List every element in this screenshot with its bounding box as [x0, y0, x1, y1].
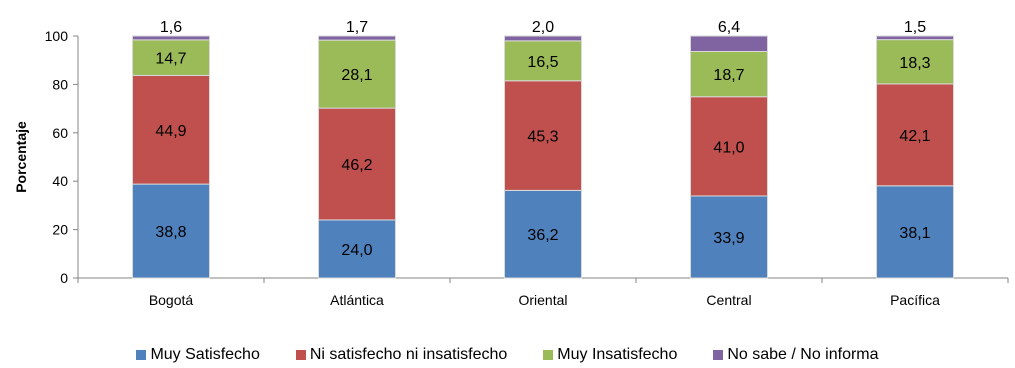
x-tick-label: Oriental: [518, 292, 567, 308]
bar-segment: [318, 107, 396, 221]
bar-segment: [504, 35, 582, 42]
legend-swatch: [713, 350, 724, 360]
y-tick-label: 80: [52, 76, 68, 92]
bar-segment: [504, 40, 582, 82]
legend-label: Ni satisfecho ni insatisfecho: [309, 346, 508, 363]
data-label: 38,8: [155, 224, 186, 241]
bar-segment: [132, 39, 210, 76]
bar-segment: [318, 219, 396, 279]
legend-swatch: [543, 350, 554, 360]
bar-segment: [690, 50, 768, 98]
y-tick-label: 0: [60, 270, 68, 286]
data-label: 44,9: [155, 123, 186, 140]
data-label: 46,2: [341, 157, 372, 174]
legend-swatch: [295, 350, 306, 360]
legend-label: Muy Satisfecho: [150, 346, 260, 363]
x-tick-label: Pacífica: [890, 292, 940, 308]
bar-segment: [132, 183, 210, 279]
legend-swatch: [136, 350, 147, 360]
data-label: 18,7: [713, 67, 744, 84]
legend-item: Ni satisfecho ni insatisfecho: [295, 346, 508, 364]
bar-segment: [690, 96, 768, 197]
bar-segment: [690, 195, 768, 279]
bar-segment: [876, 83, 954, 187]
data-label: 14,7: [155, 51, 186, 68]
legend-item: No sabe / No informa: [713, 346, 879, 364]
y-tick-label: 60: [52, 125, 68, 141]
chart-canvas: 0 20 40 60 80 100 Porcentaje 38,8 44,9 14,7 1,6 Bog…: [13, 19, 1009, 308]
chart-legend: Muy Satisfecho Ni satisfecho ni insatisfe…: [0, 346, 1015, 364]
legend-item: Muy Insatisfecho: [543, 346, 677, 364]
legend-item: Muy Satisfecho: [136, 346, 260, 364]
data-label: 36,2: [527, 227, 558, 244]
data-label: 1,7: [346, 19, 368, 36]
data-label: 28,1: [341, 67, 372, 84]
bar-segment: [318, 35, 396, 41]
data-label: 1,5: [904, 19, 926, 36]
x-tick-label: Atlántica: [330, 292, 384, 308]
data-label: 1,6: [160, 19, 182, 36]
bar-segment: [132, 35, 210, 41]
data-label: 6,4: [718, 19, 740, 36]
legend-label: Muy Insatisfecho: [557, 346, 678, 363]
bar-segment: [504, 189, 582, 279]
bar-segment: [132, 74, 210, 185]
bar-segment: [876, 39, 954, 85]
bar-segment: [504, 80, 582, 191]
data-label: 45,3: [527, 129, 558, 146]
y-tick-label: 40: [52, 173, 68, 189]
x-tick-label: Central: [706, 292, 751, 308]
data-label: 42,1: [899, 128, 930, 145]
x-tick-label: Bogotá: [149, 292, 194, 308]
y-axis-title: Porcentaje: [13, 121, 29, 193]
data-label: 2,0: [532, 19, 554, 36]
legend-label: No sabe / No informa: [727, 346, 879, 363]
bar-segment: [876, 35, 954, 41]
data-label: 38,1: [899, 225, 930, 242]
y-tick-label: 20: [52, 222, 68, 238]
data-label: 24,0: [341, 242, 372, 259]
bar-segment: [690, 35, 768, 52]
bar-segment: [876, 185, 954, 279]
bar-segment: [318, 39, 396, 109]
data-label: 18,3: [899, 55, 930, 72]
data-label: 41,0: [713, 139, 744, 156]
data-label: 16,5: [527, 54, 558, 71]
data-label: 33,9: [713, 230, 744, 247]
y-tick-label: 100: [45, 28, 69, 44]
